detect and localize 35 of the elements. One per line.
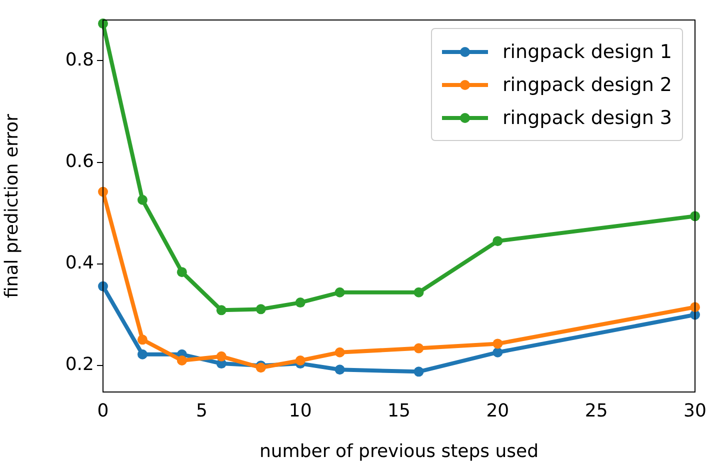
legend-label: ringpack design 1 bbox=[502, 40, 672, 62]
point bbox=[256, 304, 266, 314]
y-tick-label: 0.2 bbox=[65, 354, 94, 376]
point bbox=[295, 355, 306, 366]
point bbox=[295, 298, 306, 308]
x-tick-label: 25 bbox=[584, 400, 608, 422]
y-tick-label: 0.6 bbox=[65, 150, 94, 172]
point bbox=[137, 349, 148, 360]
legend-label: ringpack design 3 bbox=[502, 106, 672, 128]
point bbox=[492, 236, 503, 246]
x-tick-label: 5 bbox=[196, 400, 208, 422]
point bbox=[137, 194, 148, 205]
point bbox=[492, 347, 503, 358]
point bbox=[334, 364, 345, 375]
x-tick-label: 20 bbox=[486, 400, 510, 422]
point bbox=[414, 366, 424, 377]
y-axis-title: final prediction error bbox=[1, 113, 22, 298]
y-tick-label: 0.4 bbox=[65, 252, 94, 274]
x-axis-title: number of previous steps used bbox=[259, 440, 539, 462]
x-tick-label: 10 bbox=[288, 400, 312, 422]
x-tick-label: 30 bbox=[684, 400, 706, 422]
point bbox=[414, 287, 424, 298]
legend-label: ringpack design 2 bbox=[502, 74, 672, 96]
point bbox=[216, 351, 226, 362]
point bbox=[176, 355, 187, 366]
point bbox=[334, 287, 345, 298]
point bbox=[137, 334, 148, 345]
point bbox=[216, 305, 226, 316]
point bbox=[176, 267, 187, 278]
point bbox=[414, 343, 424, 354]
x-tick-label: 15 bbox=[388, 400, 410, 422]
point bbox=[492, 338, 503, 349]
y-tick-label: 0.8 bbox=[65, 49, 94, 70]
point bbox=[334, 347, 345, 358]
x-tick-label: 0 bbox=[97, 400, 109, 422]
